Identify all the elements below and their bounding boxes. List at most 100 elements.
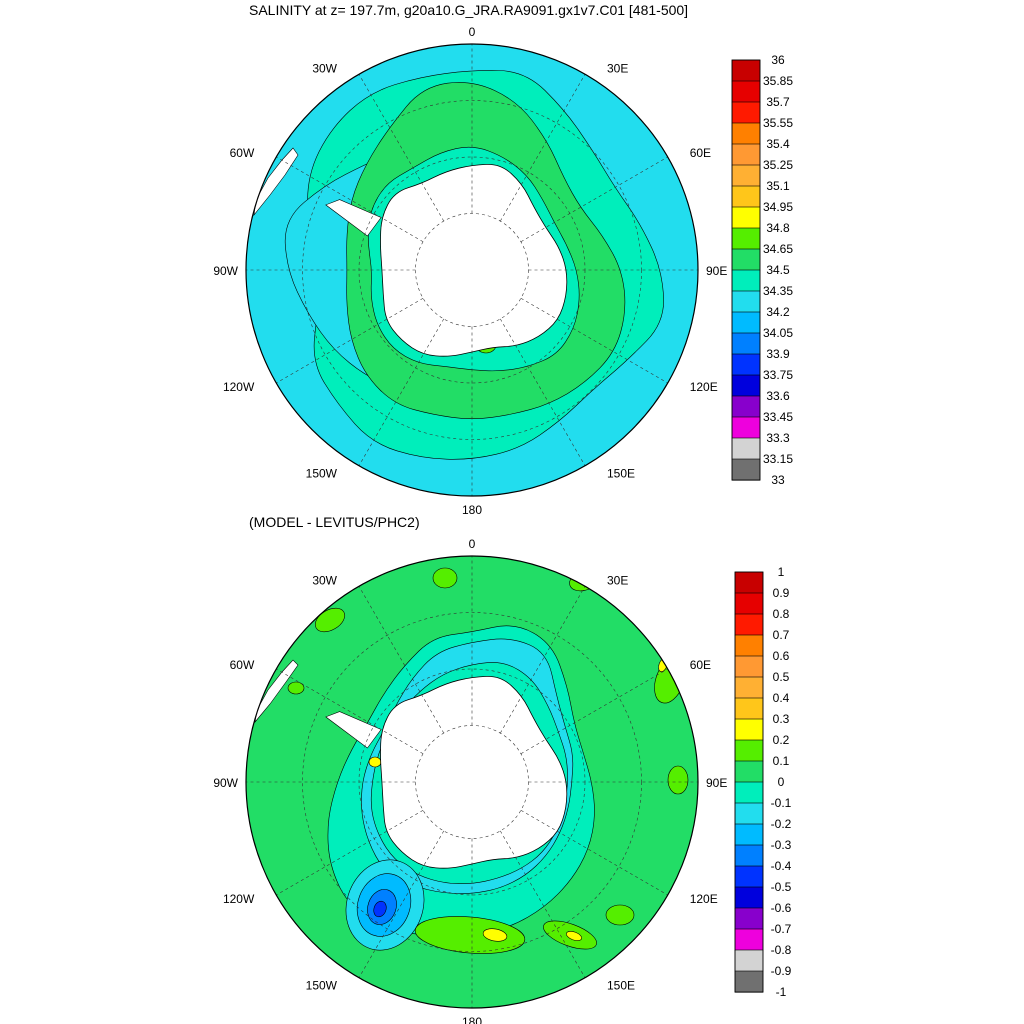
- difference-colorbar: 1 0.9 0.8 0.7 0.6 0.5 0.4 0.3 0.2 0.1 0 -0.1 -0.2 -0.…: [734, 565, 792, 999]
- colorbar-label: 0.4: [773, 691, 790, 705]
- meridian-line: [520, 810, 668, 896]
- lon-label-150w: 150W: [306, 467, 338, 481]
- colorbar-label: 0.9: [773, 586, 790, 600]
- colorbar-frame: [734, 571, 764, 993]
- colorbar-swatch: [734, 718, 764, 741]
- colorbar-label: 0.8: [773, 607, 790, 621]
- panel2-title: (MODEL - LEVITUS/PHC2): [249, 514, 420, 530]
- lon-label-120e: 120E: [690, 380, 718, 394]
- colorbar-swatch: [734, 781, 764, 804]
- colorbar-label: 0.3: [773, 712, 790, 726]
- lon-label-30w: 30W: [312, 61, 337, 75]
- colorbar-label: 35.1: [766, 179, 790, 193]
- contour-patch: [667, 765, 689, 795]
- lon-label-90e: 90E: [706, 776, 727, 790]
- colorbar-label: 35.55: [763, 116, 793, 130]
- lon-label-120w: 120W: [223, 380, 255, 394]
- colorbar-label: 34.65: [763, 242, 793, 256]
- contour-patch: [432, 567, 458, 589]
- colorbar-label: 0.1: [773, 754, 790, 768]
- latitude-circle: [302, 100, 642, 440]
- colorbar-label: 34.95: [763, 200, 793, 214]
- meridian-line: [520, 298, 668, 384]
- colorbar-swatch: [731, 164, 761, 187]
- lon-label-90e: 90E: [706, 264, 727, 278]
- colorbar-swatch: [731, 437, 761, 460]
- lon-label-120e: 120E: [690, 892, 718, 906]
- colorbar-label: -1: [776, 985, 787, 999]
- colorbar-label: 33.9: [766, 347, 790, 361]
- colorbar-swatch: [731, 143, 761, 166]
- meridian-line: [276, 668, 424, 755]
- contour-patch: [314, 607, 346, 633]
- colorbar-swatch: [731, 311, 761, 334]
- land-antarctica: [380, 163, 568, 357]
- lon-label-180: 180: [462, 503, 482, 517]
- colorbar-label: 33.75: [763, 368, 793, 382]
- meridian-line: [500, 318, 586, 466]
- colorbar-swatch: [734, 739, 764, 762]
- lon-label-180: 180: [462, 1015, 482, 1024]
- colorbar-label: -0.1: [771, 796, 792, 810]
- colorbar-label: 35.4: [766, 137, 790, 151]
- colorbar-label: 1: [778, 565, 785, 579]
- meridian-line: [358, 74, 445, 222]
- lon-label-30e: 30E: [607, 61, 628, 75]
- colorbar-swatch: [734, 928, 764, 951]
- colorbar-swatch: [734, 823, 764, 846]
- colorbar-label: 34.5: [766, 263, 790, 277]
- colorbar-swatch: [734, 970, 764, 993]
- contour-patch: [368, 756, 382, 768]
- lon-label-150e: 150E: [607, 467, 635, 481]
- map-border: [245, 555, 699, 1009]
- meridian-line: [276, 810, 424, 896]
- lon-label-30e: 30E: [607, 573, 628, 587]
- colorbar-swatch: [731, 269, 761, 292]
- colorbar-swatch: [731, 122, 761, 145]
- colorbar-swatch: [731, 80, 761, 103]
- colorbar-swatch: [734, 613, 764, 636]
- meridian-line: [276, 156, 424, 243]
- lon-label-90w: 90W: [213, 264, 238, 278]
- lon-label-60e: 60E: [690, 146, 711, 160]
- lon-label-0: 0: [469, 537, 476, 551]
- colorbar-label: 0.6: [773, 649, 790, 663]
- salinity-map: 0 30W 30E 60W 60E 90W 90E 120W 120E 150W 150E 180: [213, 25, 727, 517]
- colorbar-swatch: [731, 332, 761, 355]
- colorbar-swatch: [731, 458, 761, 481]
- colorbar-label: 36: [771, 53, 785, 67]
- colorbar-label: -0.6: [771, 901, 792, 915]
- meridian-line: [500, 74, 586, 222]
- colorbar-swatch: [731, 227, 761, 250]
- colorbar-swatch: [734, 949, 764, 972]
- meridian-line: [276, 298, 424, 384]
- panel1-title: SALINITY at z= 197.7m, g20a10.G_JRA.RA90…: [249, 2, 689, 18]
- colorbar-swatch: [734, 697, 764, 720]
- latitude-circle: [302, 612, 642, 952]
- salinity-colorbar: 36 35.85 35.7 35.55 35.4 35.25 35.1 34.95 34.8 34…: [731, 53, 793, 487]
- colorbar-label: -0.4: [771, 859, 792, 873]
- colorbar-swatch: [731, 59, 761, 82]
- meridian-line: [500, 830, 586, 978]
- colorbar-swatch: [734, 592, 764, 615]
- colorbar-label: -0.7: [771, 922, 792, 936]
- colorbar-label: 35.7: [766, 95, 790, 109]
- meridian-line: [358, 830, 445, 978]
- colorbar-label: 34.35: [763, 284, 793, 298]
- colorbar-swatch: [734, 634, 764, 657]
- lon-label-120w: 120W: [223, 892, 255, 906]
- lon-label-60e: 60E: [690, 658, 711, 672]
- colorbar-label: 0.5: [773, 670, 790, 684]
- lon-label-30w: 30W: [312, 573, 337, 587]
- lon-label-60w: 60W: [230, 146, 255, 160]
- contour-patch: [287, 681, 305, 695]
- colorbar-frame: [731, 59, 761, 481]
- lon-label-60w: 60W: [230, 658, 255, 672]
- colorbar-swatch: [731, 395, 761, 418]
- colorbar-swatch: [731, 206, 761, 229]
- colorbar-swatch: [734, 865, 764, 888]
- colorbar-swatch: [731, 416, 761, 439]
- land-antarctica: [380, 675, 568, 869]
- contour-patch: [566, 931, 582, 941]
